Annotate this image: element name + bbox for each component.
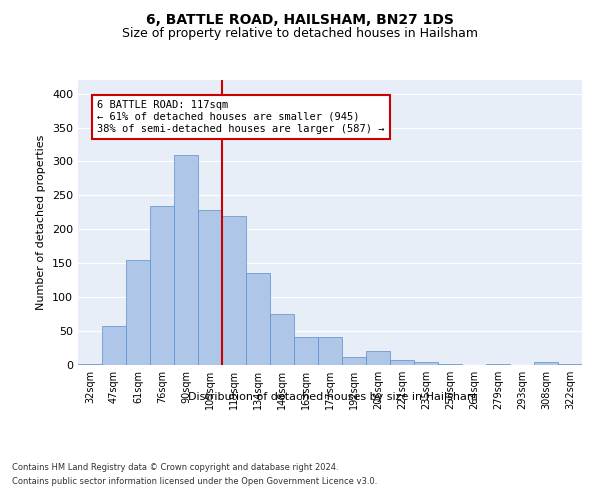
Bar [318, 336, 342, 365]
Bar [222, 216, 246, 365]
Bar [78, 364, 102, 365]
Text: Contains public sector information licensed under the Open Government Licence v3: Contains public sector information licen… [12, 478, 377, 486]
Text: Contains HM Land Registry data © Crown copyright and database right 2024.: Contains HM Land Registry data © Crown c… [12, 462, 338, 471]
Bar [270, 314, 294, 365]
Bar [294, 336, 318, 365]
Y-axis label: Number of detached properties: Number of detached properties [37, 135, 46, 310]
Bar [414, 362, 438, 365]
Bar [102, 326, 126, 365]
Bar [438, 364, 462, 365]
Bar [558, 364, 582, 365]
Bar [174, 154, 198, 365]
Text: Distribution of detached houses by size in Hailsham: Distribution of detached houses by size … [188, 392, 478, 402]
Bar [486, 364, 510, 365]
Bar [390, 360, 414, 365]
Text: 6 BATTLE ROAD: 117sqm
← 61% of detached houses are smaller (945)
38% of semi-det: 6 BATTLE ROAD: 117sqm ← 61% of detached … [97, 100, 385, 134]
Bar [246, 274, 270, 365]
Bar [198, 210, 222, 365]
Bar [126, 260, 150, 365]
Text: 6, BATTLE ROAD, HAILSHAM, BN27 1DS: 6, BATTLE ROAD, HAILSHAM, BN27 1DS [146, 12, 454, 26]
Bar [342, 357, 366, 365]
Text: Size of property relative to detached houses in Hailsham: Size of property relative to detached ho… [122, 28, 478, 40]
Bar [150, 206, 174, 365]
Bar [534, 362, 558, 365]
Bar [366, 352, 390, 365]
